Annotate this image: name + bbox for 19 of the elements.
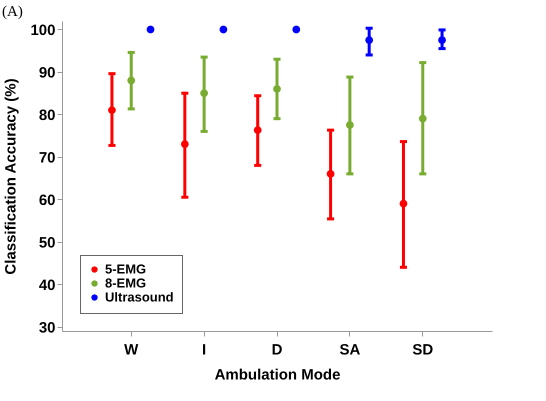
y-tick-label: 40 [38,276,56,294]
x-tick-label: SD [412,342,434,358]
legend-label: 8-EMG [105,276,146,290]
y-tick-label: 80 [38,106,56,124]
x-tick-label: W [124,342,140,358]
y-tick-label: 100 [30,22,56,39]
legend-label: 5-EMG [105,262,146,276]
legend-label: Ultrasound [105,290,174,304]
x-tick-label: SA [339,342,360,358]
chart-title: (A) [2,4,23,20]
x-axis-title: Ambulation Mode [214,366,340,384]
y-tick-label: 70 [38,149,56,166]
y-axis-title: Classification Accuracy (%) [2,78,20,275]
x-tick-label: D [272,342,283,358]
y-tick-label: 60 [38,192,56,209]
y-tick-label: 90 [38,64,56,82]
x-tick-label: I [202,342,206,358]
y-tick-label: 50 [38,234,56,252]
y-tick-label: 30 [38,319,56,336]
